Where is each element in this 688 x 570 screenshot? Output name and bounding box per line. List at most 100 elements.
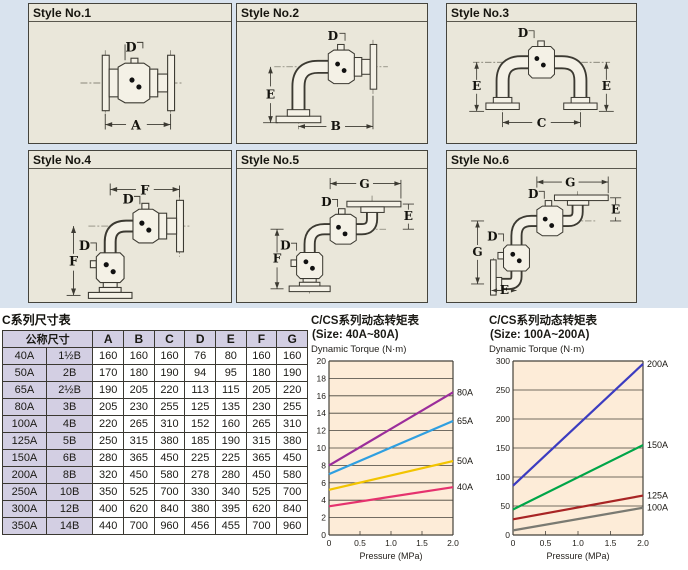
- dim-label-d: D: [328, 29, 339, 43]
- dimension-value-cell: 380: [184, 500, 216, 518]
- series-line-125A: [512, 494, 644, 521]
- dimension-value-cell: 330: [184, 483, 216, 501]
- table-row: 40A 1½B 160 160 160 76 80 160 160: [2, 347, 308, 365]
- dim-label-f-left: F: [273, 252, 282, 266]
- size-cell: 300A: [2, 500, 47, 518]
- style-diagram-6: G D E D G E: [471, 176, 622, 297]
- dimension-value-cell: 315: [245, 432, 278, 450]
- dimension-value-cell: 255: [276, 398, 308, 416]
- dimension-value-cell: 700: [153, 483, 186, 501]
- dimension-table-block: C系列尺寸表 公称尺寸 A B C D E F G 40A 1½B 160 160 16…: [1, 311, 308, 535]
- y-tick-label: 12: [317, 426, 327, 436]
- torque-chart-40-80: C/CS系列动态转矩表 (Size: 40A~80A) Dynamic Torq…: [311, 314, 489, 567]
- dimension-value-cell: 115: [214, 381, 247, 399]
- series-line-65A: [328, 420, 454, 476]
- dimension-value-cell: 525: [245, 483, 278, 501]
- dimension-lines: G D E D F: [270, 177, 414, 290]
- chart-subtitle: (Size: 40A~80A): [312, 329, 399, 341]
- dimension-value-cell: 220: [153, 381, 186, 399]
- dimension-value-cell: 80: [214, 347, 247, 365]
- x-tick-label: 1.0: [385, 538, 397, 548]
- x-tick-label: 1.5: [605, 538, 617, 548]
- dimension-value-cell: 180: [245, 364, 278, 382]
- dimension-value-cell: 265: [245, 415, 278, 433]
- dimension-value-cell: 230: [123, 398, 155, 416]
- dimension-value-cell: 700: [276, 483, 308, 501]
- table-row: 350A 14B 440 700 960 456 455 700 960: [2, 517, 308, 535]
- size-inch-cell: 4B: [45, 415, 94, 433]
- chart-y-axis-title: Dynamic Torque (N·m): [311, 344, 407, 355]
- size-inch-cell: 8B: [45, 466, 94, 484]
- dim-label-d: D: [518, 26, 528, 40]
- series-line-50A: [328, 459, 454, 491]
- dim-label-d-lower: D: [280, 239, 291, 253]
- chart-y-axis-title: Dynamic Torque (N·m): [489, 344, 585, 355]
- dimension-value-cell: 76: [184, 347, 216, 365]
- dimension-value-cell: 160: [123, 347, 155, 365]
- dimension-value-cell: 395: [214, 500, 247, 518]
- table-row: 65A 2½B 190 205 220 113 115 205 220: [2, 381, 308, 399]
- dim-label-f-left: F: [69, 255, 78, 270]
- dimension-value-cell: 280: [214, 466, 247, 484]
- y-tick-label: 6: [321, 478, 326, 488]
- dimension-lines: D E B: [263, 29, 374, 133]
- torque-chart-svg: 0 2 4 6 8 10 12 14 16 18 20 0 0.5 1.0 1.5 2.0 80A 65A 50A 4…: [317, 356, 473, 561]
- chart-canvas: 0 50 100 150 200 250 300 0 0.5 1.0 1.5 2.0 200A 150A 1…: [489, 356, 688, 567]
- size-inch-cell: 14B: [45, 517, 94, 535]
- size-inch-cell: 6B: [45, 449, 94, 467]
- style-panel-1: Style No.1 D A: [28, 3, 232, 144]
- x-tick-label: 1.5: [416, 538, 428, 548]
- x-tick-label: 0.5: [540, 538, 552, 548]
- column-header-d: D: [184, 330, 216, 348]
- size-cell: 350A: [2, 517, 47, 535]
- dimension-lines: D A: [104, 40, 172, 134]
- dim-label-e: E: [266, 87, 275, 101]
- dimension-value-cell: 450: [276, 449, 308, 467]
- dimension-value-cell: 225: [214, 449, 247, 467]
- dimension-value-cell: 152: [184, 415, 216, 433]
- dimension-value-cell: 525: [123, 483, 155, 501]
- y-tick-label: 0: [505, 530, 510, 540]
- series-line-100A: [512, 506, 644, 532]
- panel-title-6: Style No.6: [447, 151, 636, 169]
- y-tick-label: 18: [317, 373, 327, 383]
- size-inch-cell: 2B: [45, 364, 94, 382]
- panel-title-4: Style No.4: [29, 151, 231, 169]
- dimension-value-cell: 220: [276, 381, 308, 399]
- dimension-value-cell: 450: [123, 466, 155, 484]
- dim-label-e-bottom: E: [500, 283, 509, 297]
- dimension-lines: F D D F: [66, 183, 180, 296]
- series-line-40A: [328, 486, 454, 508]
- dimension-value-cell: 700: [245, 517, 278, 535]
- series-label-200A: 200A: [647, 359, 668, 369]
- chart-canvas: 0 2 4 6 8 10 12 14 16 18 20 0 0.5 1.0 1.5 2.0 80A 65A 50A 4…: [311, 356, 489, 567]
- table-row: 200A 8B 320 450 580 278 280 450 580: [2, 466, 308, 484]
- table-row: 100A 4B 220 265 310 152 160 265 310: [2, 415, 308, 433]
- torque-chart-svg: 0 50 100 150 200 250 300 0 0.5 1.0 1.5 2.0 200A 150A 1…: [496, 356, 668, 561]
- dimension-value-cell: 960: [276, 517, 308, 535]
- y-tick-label: 100: [496, 472, 510, 482]
- dimension-value-cell: 135: [214, 398, 247, 416]
- x-tick-label: 2.0: [447, 538, 459, 548]
- y-tick-label: 150: [496, 443, 510, 453]
- y-tick-label: 50: [501, 501, 511, 511]
- size-cell: 100A: [2, 415, 47, 433]
- dimension-value-cell: 960: [153, 517, 186, 535]
- y-tick-label: 8: [321, 460, 326, 470]
- dimension-value-cell: 125: [184, 398, 216, 416]
- x-axis-title: Pressure (MPa): [546, 551, 609, 561]
- dimension-value-cell: 620: [245, 500, 278, 518]
- dimension-value-cell: 365: [245, 449, 278, 467]
- size-inch-cell: 3B: [45, 398, 94, 416]
- size-cell: 200A: [2, 466, 47, 484]
- dimension-value-cell: 250: [92, 432, 125, 450]
- dimension-value-cell: 160: [153, 347, 186, 365]
- column-header-g: G: [276, 330, 308, 348]
- y-tick-label: 10: [317, 443, 327, 453]
- dimension-value-cell: 113: [184, 381, 216, 399]
- y-tick-label: 0: [321, 530, 326, 540]
- size-cell: 50A: [2, 364, 47, 382]
- dim-label-g-top: G: [359, 177, 369, 191]
- chart-title: C/CS系列动态转矩表: [311, 315, 419, 327]
- dim-label-d: D: [125, 40, 136, 55]
